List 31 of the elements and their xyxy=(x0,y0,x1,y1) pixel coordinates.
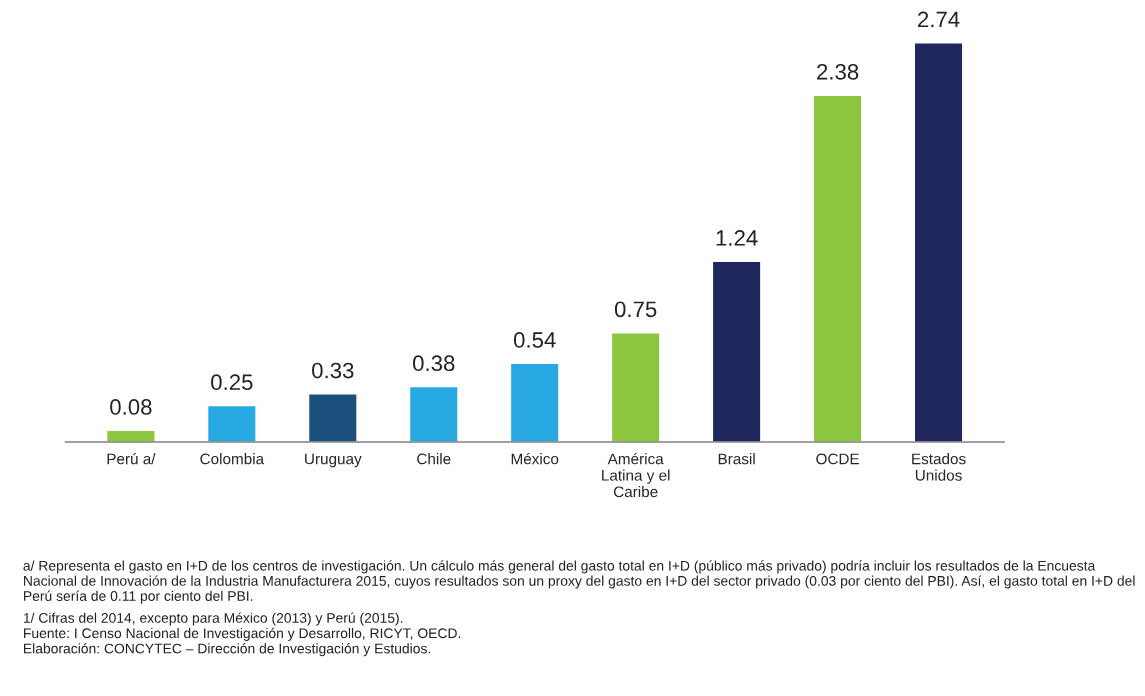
data-label: 0.38 xyxy=(413,355,455,372)
data-label: 0.08 xyxy=(110,399,152,415)
x-tick-label: Brasil xyxy=(718,453,755,465)
x-tick-label: Colombia xyxy=(200,453,265,465)
data-label: 2.74 xyxy=(918,11,960,28)
bar xyxy=(509,362,560,442)
bar xyxy=(812,94,863,442)
data-label: 1.24 xyxy=(716,230,758,246)
x-tick-label: Uruguay xyxy=(305,453,362,468)
x-tick-label: Chile xyxy=(417,453,451,465)
x-tick-label: América Latina y el Caribe xyxy=(602,452,670,498)
data-label: 0.33 xyxy=(312,362,354,379)
bar xyxy=(711,260,762,442)
data-label: 0.25 xyxy=(211,374,253,391)
x-tick-label: Estados Unidos xyxy=(912,453,966,481)
bar xyxy=(913,42,964,442)
bar xyxy=(105,429,156,442)
bar xyxy=(408,385,459,442)
text: Elaboración: CONCYTEC – Dirección de Investigación y Estudios. xyxy=(24,643,430,657)
data-label: 0.75 xyxy=(614,301,657,318)
text: a/ Representa el gasto en I+D de los centros de investigación. Un cálculo más general del gasto total en I+D (público más privado) podría incluir los resultados de la Encuesta Nacional de Innovación de la Industria Manufacturera 2015, cuyos resultados son un proxy del gasto en I+D del sector privado (0.03 por ciento del PBI). Así, el gasto total en I+D del Perú sería de 0.11 por ciento del PBI. xyxy=(23,560,1135,604)
data-label: 0.54 xyxy=(513,332,556,348)
x-tick-label: México xyxy=(511,452,559,465)
x-tick-label: Perú a/ xyxy=(107,452,156,465)
data-label: 2.38 xyxy=(817,63,859,80)
bar xyxy=(610,332,661,442)
source-note: Fuente: I Censo Nacional de Investigación y Desarrollo, RICYT, OECD. xyxy=(24,627,461,641)
text: 1/ Cifras del 2014, excepto para México (2013) y Perú (2015). xyxy=(23,612,403,626)
bar xyxy=(206,404,257,442)
x-tick-label: OCDE xyxy=(816,453,859,465)
bar xyxy=(307,393,358,442)
